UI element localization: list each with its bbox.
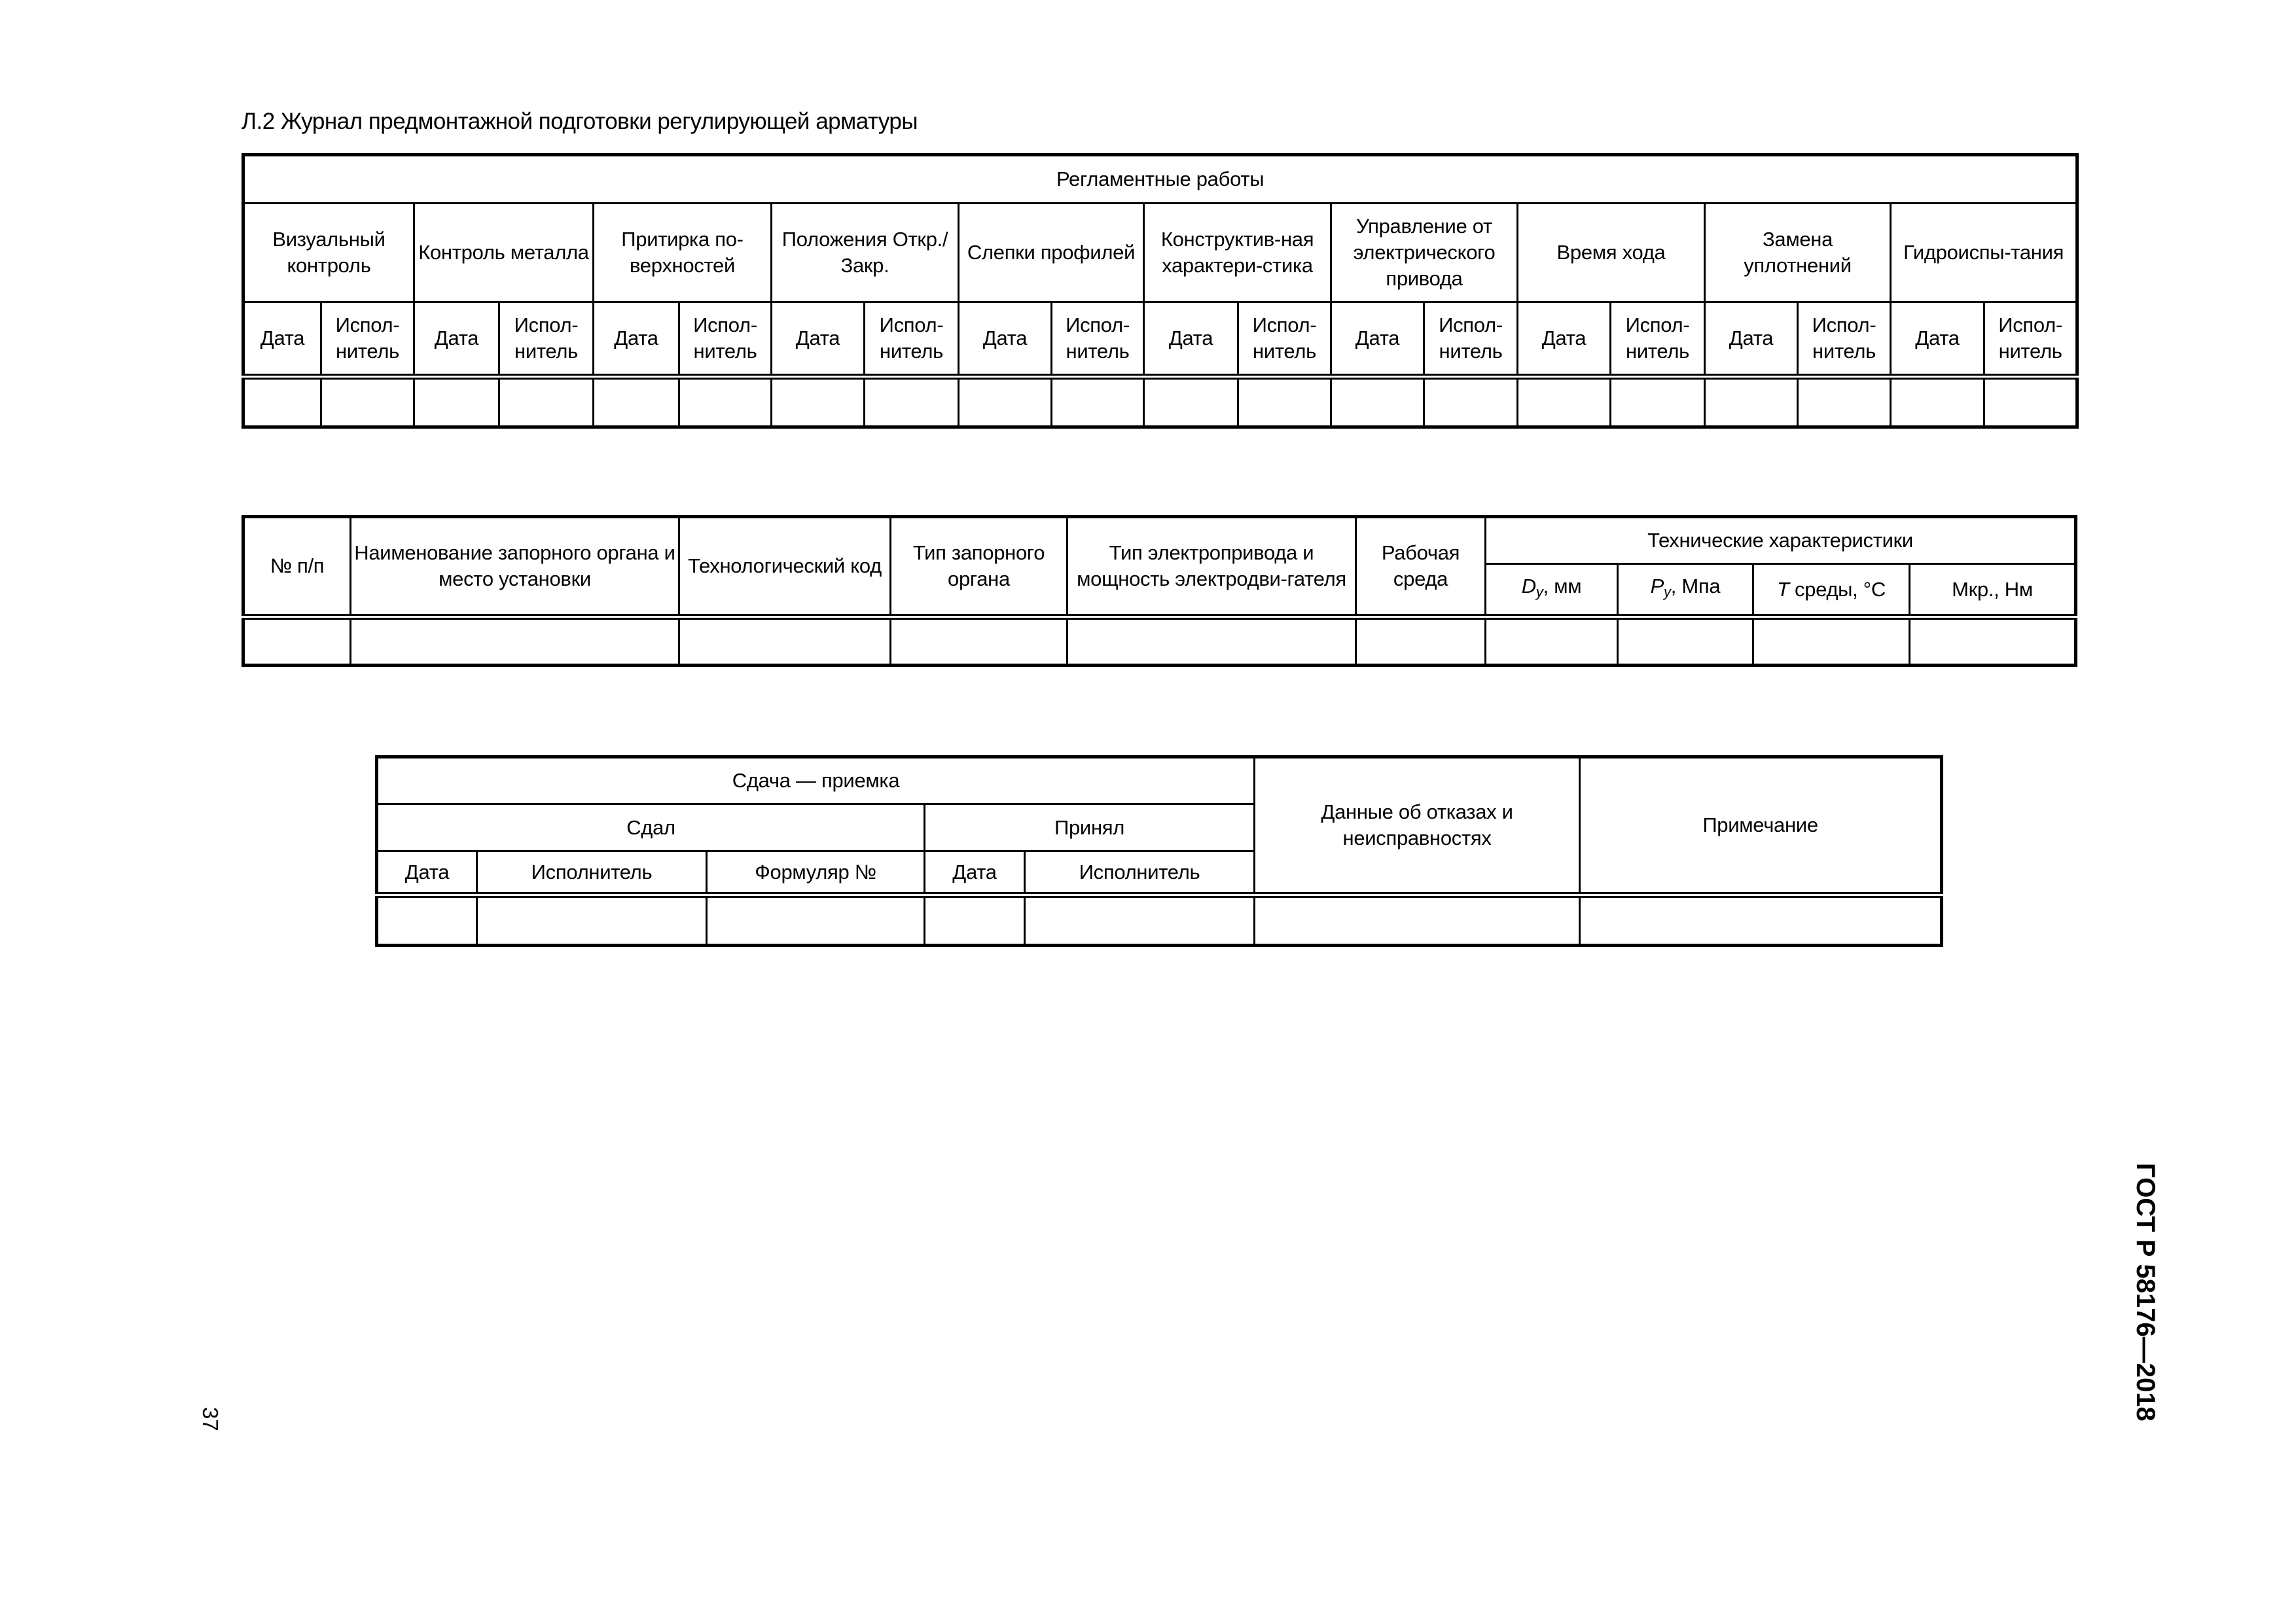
col-form-number: Формуляр № xyxy=(706,850,925,896)
entry-cell[interactable] xyxy=(476,892,708,946)
col-date-accepted: Дата xyxy=(924,850,1026,896)
entry-cell[interactable] xyxy=(1704,374,1799,428)
entry-cell[interactable] xyxy=(1516,374,1611,428)
entry-cell[interactable] xyxy=(1908,614,2077,666)
entry-cell[interactable] xyxy=(350,614,680,666)
col-executor: Испол-нитель xyxy=(863,301,960,378)
col-date: Дата xyxy=(592,301,680,378)
entry-cell[interactable] xyxy=(376,892,478,946)
entry-cell[interactable] xyxy=(413,374,500,428)
work-group-header: Замена уплотнений xyxy=(1704,202,1892,303)
col-dy: Dy, мм xyxy=(1484,563,1619,618)
col-date: Дата xyxy=(1890,301,1985,378)
col-code: Технологический код xyxy=(678,516,891,618)
entry-cell[interactable] xyxy=(1579,892,1943,946)
valve-info-table: № п/п Наименование запорного органа и ме… xyxy=(242,515,2078,667)
col-executor: Испол-нитель xyxy=(1423,301,1518,378)
col-date: Дата xyxy=(413,301,500,378)
entry-cell[interactable] xyxy=(770,374,865,428)
entry-cell[interactable] xyxy=(706,892,925,946)
gave-header: Сдал xyxy=(376,803,925,852)
col-temperature: T среды, °С xyxy=(1752,563,1910,618)
col-executor: Испол-нитель xyxy=(678,301,772,378)
work-group-header: Положения Откр./Закр. xyxy=(770,202,960,303)
standard-label: ГОСТ Р 58176—2018 xyxy=(2131,1163,2160,1421)
col-number: № п/п xyxy=(242,516,351,618)
handover-header: Сдача — приемка xyxy=(375,756,1256,805)
entry-cell[interactable] xyxy=(1050,374,1145,428)
work-group-header: Визуальный контроль xyxy=(242,202,415,303)
entry-cell[interactable] xyxy=(889,614,1068,666)
entry-cell[interactable] xyxy=(1484,614,1619,666)
entry-cell[interactable] xyxy=(924,892,1026,946)
col-executor: Испол-нитель xyxy=(1982,301,2079,378)
col-date-gave: Дата xyxy=(376,850,478,896)
col-executor: Испол-нитель xyxy=(1237,301,1332,378)
entry-cell[interactable] xyxy=(1797,374,1892,428)
entry-cell[interactable] xyxy=(958,374,1052,428)
entry-cell[interactable] xyxy=(1023,892,1256,946)
entry-cell[interactable] xyxy=(1752,614,1910,666)
col-executor: Испол-нитель xyxy=(1050,301,1145,378)
entry-cell[interactable] xyxy=(1066,614,1357,666)
entry-cell[interactable] xyxy=(1330,374,1425,428)
col-date: Дата xyxy=(1516,301,1611,378)
entry-cell[interactable] xyxy=(678,614,891,666)
entry-cell[interactable] xyxy=(242,614,351,666)
col-executor-accepted: Исполнитель xyxy=(1023,850,1256,896)
work-group-header: Притирка по-верхностей xyxy=(592,202,772,303)
col-date: Дата xyxy=(1143,301,1239,378)
col-executor: Испол-нитель xyxy=(498,301,594,378)
entry-cell[interactable] xyxy=(1355,614,1486,666)
col-date: Дата xyxy=(958,301,1052,378)
entry-cell[interactable] xyxy=(1617,614,1754,666)
col-date: Дата xyxy=(770,301,865,378)
page-number: 37 xyxy=(198,1407,223,1431)
entry-cell[interactable] xyxy=(678,374,772,428)
work-group-header: Контроль металла xyxy=(413,202,594,303)
col-note: Примечание xyxy=(1579,756,1943,896)
handover-table: Сдача — приемка Данные об отказах и неис… xyxy=(375,755,1944,947)
work-group-header: Время хода xyxy=(1516,202,1706,303)
tech-header: Технические характеристики xyxy=(1484,516,2077,565)
entry-cell[interactable] xyxy=(1237,374,1332,428)
col-executor-gave: Исполнитель xyxy=(476,850,708,896)
entry-cell[interactable] xyxy=(863,374,960,428)
entry-cell[interactable] xyxy=(1253,892,1581,946)
work-group-header: Конструктив-ная характери-стика xyxy=(1143,202,1332,303)
entry-cell[interactable] xyxy=(1423,374,1518,428)
col-drive: Тип электропривода и мощность электродви… xyxy=(1066,516,1357,618)
col-executor: Испол-нитель xyxy=(1797,301,1892,378)
col-py: Py, Мпа xyxy=(1617,563,1754,618)
regulatory-works-table: Регламентные работы Визуальный контроль К… xyxy=(242,153,2079,429)
entry-cell[interactable] xyxy=(498,374,594,428)
work-group-header: Гидроиспы-тания xyxy=(1889,202,2079,303)
col-name: Наименование запорного органа и место ус… xyxy=(350,516,680,618)
accepted-header: Принял xyxy=(923,803,1256,852)
regulatory-works-header: Регламентные работы xyxy=(242,154,2079,204)
entry-cell[interactable] xyxy=(1890,374,1985,428)
col-failures: Данные об отказах и неисправностях xyxy=(1253,756,1581,896)
entry-cell[interactable] xyxy=(1609,374,1706,428)
entry-cell[interactable] xyxy=(242,374,322,428)
work-group-header: Управление от электрического привода xyxy=(1330,202,1518,303)
section-title: Л.2 Журнал предмонтажной подготовки регу… xyxy=(242,109,918,134)
col-date: Дата xyxy=(1330,301,1425,378)
work-group-header: Слепки профилей xyxy=(958,202,1145,303)
col-date: Дата xyxy=(1704,301,1799,378)
col-valve-type: Тип запорного органа xyxy=(889,516,1068,618)
entry-cell[interactable] xyxy=(320,374,415,428)
entry-cell[interactable] xyxy=(1982,374,2079,428)
col-date: Дата xyxy=(242,301,322,378)
entry-cell[interactable] xyxy=(1143,374,1239,428)
col-medium: Рабочая среда xyxy=(1355,516,1486,618)
entry-cell[interactable] xyxy=(592,374,680,428)
col-torque: Мкр., Нм xyxy=(1908,563,2077,618)
col-executor: Испол-нитель xyxy=(320,301,415,378)
col-executor: Испол-нитель xyxy=(1609,301,1706,378)
